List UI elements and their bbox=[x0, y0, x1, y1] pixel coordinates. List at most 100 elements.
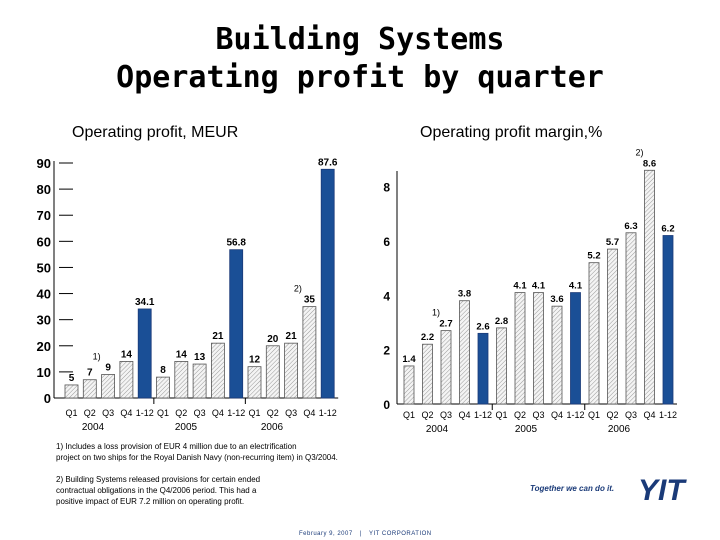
y-tick-label: 30 bbox=[37, 313, 51, 328]
bar bbox=[64, 384, 79, 399]
data-label: 9 bbox=[105, 363, 111, 374]
category-label: Q2 bbox=[84, 408, 96, 418]
bar bbox=[265, 345, 280, 399]
footnote-2-line-3: positive impact of EUR 7.2 million on op… bbox=[56, 497, 245, 506]
bar bbox=[496, 327, 507, 405]
bar bbox=[119, 361, 134, 399]
footnote-2-line-1: 2) Building Systems released provisions … bbox=[56, 475, 261, 484]
yit-logo-text: YIT bbox=[638, 476, 687, 506]
bar bbox=[284, 342, 299, 399]
category-label: Q4 bbox=[458, 410, 470, 420]
data-label: 2.8 bbox=[495, 316, 508, 327]
bar bbox=[101, 374, 115, 399]
data-label: 21 bbox=[286, 331, 298, 342]
data-label: 5 bbox=[69, 373, 75, 384]
data-label: 5.7 bbox=[606, 237, 619, 248]
bar bbox=[210, 342, 225, 399]
bar bbox=[247, 366, 262, 399]
category-label: Q1 bbox=[403, 410, 415, 420]
year-label: 2004 bbox=[82, 422, 105, 433]
bar bbox=[551, 305, 563, 405]
footnote-2-line-2: contractual obligations in the Q4/2006 p… bbox=[56, 486, 257, 495]
year-label: 2006 bbox=[261, 422, 284, 433]
category-label: Q3 bbox=[532, 410, 544, 420]
footer-date: February 9, 2007 bbox=[299, 531, 353, 537]
y-tick-label: 6 bbox=[383, 235, 390, 249]
category-label: Q3 bbox=[102, 408, 114, 418]
left-chart-subtitle: Operating profit, MEUR bbox=[72, 124, 239, 141]
category-label: Q4 bbox=[643, 410, 655, 420]
category-label: Q3 bbox=[194, 408, 206, 418]
y-tick-label: 80 bbox=[37, 182, 51, 197]
year-label: 2004 bbox=[426, 424, 449, 435]
year-label: 2005 bbox=[175, 422, 198, 433]
category-label: Q1 bbox=[65, 408, 77, 418]
data-label: 1.4 bbox=[402, 354, 416, 365]
category-label: 1-12 bbox=[566, 410, 584, 420]
data-label: 13 bbox=[194, 352, 206, 363]
bar bbox=[644, 169, 655, 405]
bar bbox=[137, 308, 152, 399]
bar bbox=[174, 361, 189, 399]
bar bbox=[607, 248, 618, 405]
data-label: 3.6 bbox=[550, 294, 563, 305]
bar bbox=[588, 262, 600, 405]
y-tick-label: 2 bbox=[383, 344, 390, 358]
data-label: 7 bbox=[87, 368, 93, 379]
category-label: 1-12 bbox=[136, 408, 154, 418]
category-label: Q4 bbox=[303, 408, 315, 418]
bar bbox=[514, 292, 526, 405]
category-label: Q1 bbox=[588, 410, 600, 420]
category-label: Q2 bbox=[421, 410, 433, 420]
y-tick-label: 0 bbox=[44, 391, 51, 406]
y-tick-label: 0 bbox=[383, 398, 390, 412]
bar bbox=[625, 232, 637, 405]
bar bbox=[422, 343, 433, 405]
right-chart: 0 2 4 6 8 1.4 Q1 2.2 Q2 2.71) Q3 3.8 Q4 2.6 1-12 2.8 Q1 4… bbox=[383, 147, 677, 435]
y-tick-label: 4 bbox=[383, 289, 390, 303]
category-label: 1-12 bbox=[659, 410, 677, 420]
left-chart: 0 10 20 30 40 50 60 70 80 90 5 Q1 7 Q2 9 1) Q3 14 Q4 34.1 1-… bbox=[37, 156, 339, 433]
y-tick-label: 90 bbox=[37, 156, 51, 171]
footnote-1: 1) Includes a loss provision of EUR 4 mi… bbox=[56, 441, 338, 463]
data-label: 20 bbox=[267, 334, 279, 345]
data-label: 2.7 bbox=[439, 319, 452, 330]
data-label: 6.2 bbox=[661, 224, 674, 235]
data-label: 12 bbox=[249, 355, 261, 366]
category-label: Q4 bbox=[212, 408, 224, 418]
y-tick-label: 60 bbox=[37, 234, 51, 249]
year-label: 2006 bbox=[608, 424, 631, 435]
yit-logo: YIT bbox=[638, 476, 687, 506]
bar bbox=[229, 249, 244, 399]
category-label: Q2 bbox=[267, 408, 279, 418]
bar bbox=[570, 292, 581, 405]
bar bbox=[156, 376, 170, 399]
data-label: 8 bbox=[160, 365, 166, 376]
data-label: 2.6 bbox=[476, 321, 489, 332]
category-label: Q2 bbox=[606, 410, 618, 420]
bar bbox=[477, 332, 489, 405]
category-label: 1-12 bbox=[227, 408, 245, 418]
bar bbox=[459, 300, 470, 405]
title-line-2: Operating profit by quarter bbox=[116, 60, 604, 95]
footer-company: YIT CORPORATION bbox=[369, 531, 432, 537]
category-label: Q3 bbox=[285, 408, 297, 418]
data-label: 34.1 bbox=[135, 297, 155, 308]
bar bbox=[302, 306, 317, 399]
data-label: 4.1 bbox=[569, 281, 583, 292]
footer-separator: | bbox=[359, 531, 362, 537]
category-label: Q3 bbox=[625, 410, 637, 420]
bar bbox=[440, 330, 452, 405]
y-tick-label: 8 bbox=[383, 181, 390, 195]
bar bbox=[403, 365, 415, 405]
footnote-1-line-1: 1) Includes a loss provision of EUR 4 mi… bbox=[56, 442, 297, 451]
footnote-2: 2) Building Systems released provisions … bbox=[56, 474, 260, 507]
bar bbox=[662, 235, 674, 405]
data-label: 3.8 bbox=[458, 289, 471, 300]
category-label: 1-12 bbox=[474, 410, 492, 420]
data-label: 6.3 bbox=[624, 221, 637, 232]
data-label: 14 bbox=[121, 349, 133, 360]
y-tick-label: 10 bbox=[37, 365, 51, 380]
category-label: Q2 bbox=[175, 408, 187, 418]
